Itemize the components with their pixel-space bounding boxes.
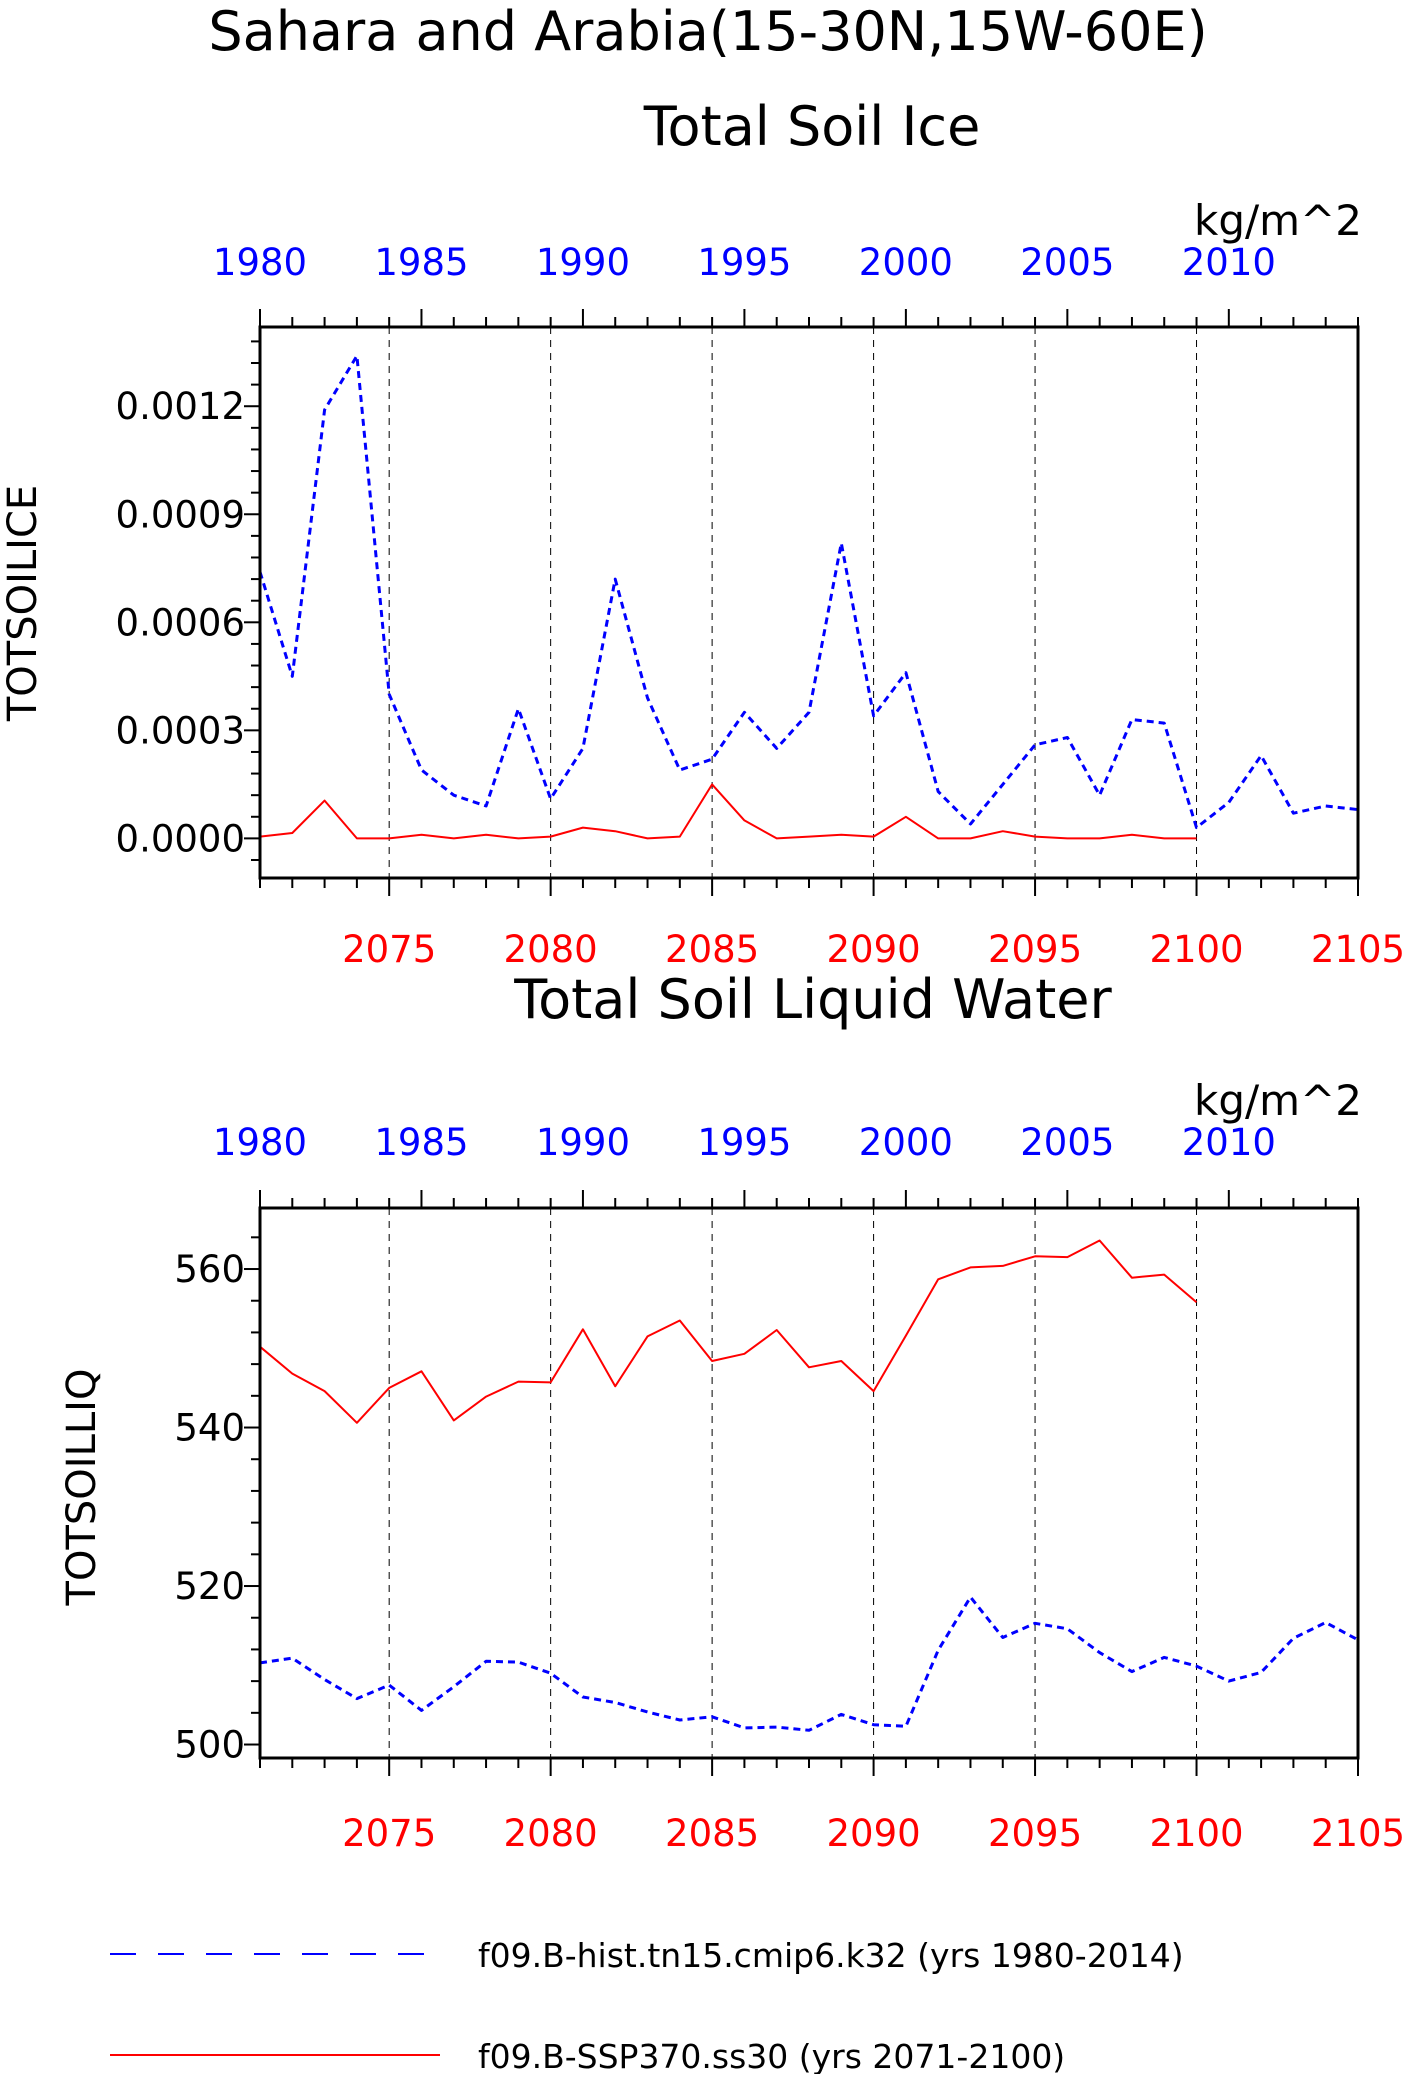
y-axis-label: TOTSOILICE bbox=[0, 485, 46, 722]
figure-title: Sahara and Arabia(15-30N,15W-60E) bbox=[208, 0, 1207, 63]
top-axis-tick-label: 1980 bbox=[213, 1121, 307, 1164]
top-axis-tick-label: 2005 bbox=[1020, 241, 1114, 284]
units-label: kg/m^2 bbox=[1194, 196, 1362, 245]
panel-title: Total Soil Liquid Water bbox=[513, 968, 1112, 1031]
bottom-axis-tick-label: 2100 bbox=[1149, 1812, 1243, 1855]
legend: f09.B-hist.tn15.cmip6.k32 (yrs 1980-2014… bbox=[110, 1936, 1184, 2074]
y-axis-tick-label: 0.0000 bbox=[116, 817, 245, 860]
bottom-axis-tick-label: 2105 bbox=[1311, 928, 1405, 971]
top-axis-tick-label: 1985 bbox=[374, 241, 468, 284]
y-axis-tick-label: 560 bbox=[174, 1248, 245, 1291]
top-axis-tick-label: 2010 bbox=[1182, 1121, 1276, 1164]
top-axis-tick-label: 2005 bbox=[1020, 1121, 1114, 1164]
bottom-axis-tick-label: 2085 bbox=[665, 1812, 759, 1855]
bottom-axis-tick-label: 2095 bbox=[988, 1812, 1082, 1855]
panel-total-soil-ice: Total Soil Ice kg/m^2 TOTSOILICE 2075 208… bbox=[0, 95, 1405, 971]
series-line-ssp bbox=[259, 1239, 1198, 1424]
series-line-hist bbox=[259, 1595, 1359, 1732]
top-axis-tick-label: 1995 bbox=[697, 1121, 791, 1164]
bottom-axis-tick-label: 2080 bbox=[504, 1812, 598, 1855]
legend-label-ssp: f09.B-SSP370.ss30 (yrs 2071-2100) bbox=[478, 2037, 1065, 2074]
top-axis-tick-label: 1990 bbox=[536, 241, 630, 284]
top-axis-tick-label: 2010 bbox=[1182, 241, 1276, 284]
top-axis-tick-label: 1990 bbox=[536, 1121, 630, 1164]
top-axis-tick-label: 1980 bbox=[213, 241, 307, 284]
y-axis-tick-label: 520 bbox=[174, 1565, 245, 1608]
panel-total-soil-liquid-water: Total Soil Liquid Water kg/m^2 TOTSOILLI… bbox=[59, 968, 1405, 1855]
top-axis-tick-label: 1985 bbox=[374, 1121, 468, 1164]
bottom-axis-tick-label: 2105 bbox=[1311, 1812, 1405, 1855]
series-line-hist bbox=[258, 354, 1359, 830]
panel-title: Total Soil Ice bbox=[643, 95, 981, 158]
bottom-axis-tick-label: 2095 bbox=[988, 928, 1082, 971]
y-axis-tick-label: 0.0006 bbox=[116, 601, 245, 644]
y-axis-tick-label: 500 bbox=[174, 1724, 245, 1767]
bottom-axis-tick-label: 2080 bbox=[504, 928, 598, 971]
top-axis-tick-label: 2000 bbox=[859, 1121, 953, 1164]
units-label: kg/m^2 bbox=[1194, 1076, 1362, 1125]
y-axis-tick-label: 0.0012 bbox=[116, 385, 245, 428]
top-axis-tick-label: 2000 bbox=[859, 241, 953, 284]
plot-frame bbox=[258, 325, 1360, 880]
bottom-axis-tick-label: 2100 bbox=[1149, 928, 1243, 971]
y-axis-label: TOTSOILLIQ bbox=[59, 1369, 105, 1607]
series-line-ssp bbox=[259, 783, 1197, 840]
bottom-axis-tick-label: 2075 bbox=[342, 1812, 436, 1855]
bottom-axis-tick-label: 2090 bbox=[827, 1812, 921, 1855]
bottom-axis-tick-label: 2085 bbox=[665, 928, 759, 971]
bottom-axis-tick-label: 2090 bbox=[827, 928, 921, 971]
y-axis-tick-label: 0.0003 bbox=[116, 709, 245, 752]
top-axis-tick-label: 1995 bbox=[697, 241, 791, 284]
bottom-axis-tick-label: 2075 bbox=[342, 928, 436, 971]
y-axis-tick-label: 0.0009 bbox=[116, 493, 245, 536]
plot-frame bbox=[258, 1206, 1360, 1760]
y-axis-tick-label: 540 bbox=[174, 1407, 245, 1450]
legend-label-hist: f09.B-hist.tn15.cmip6.k32 (yrs 1980-2014… bbox=[478, 1936, 1184, 1975]
